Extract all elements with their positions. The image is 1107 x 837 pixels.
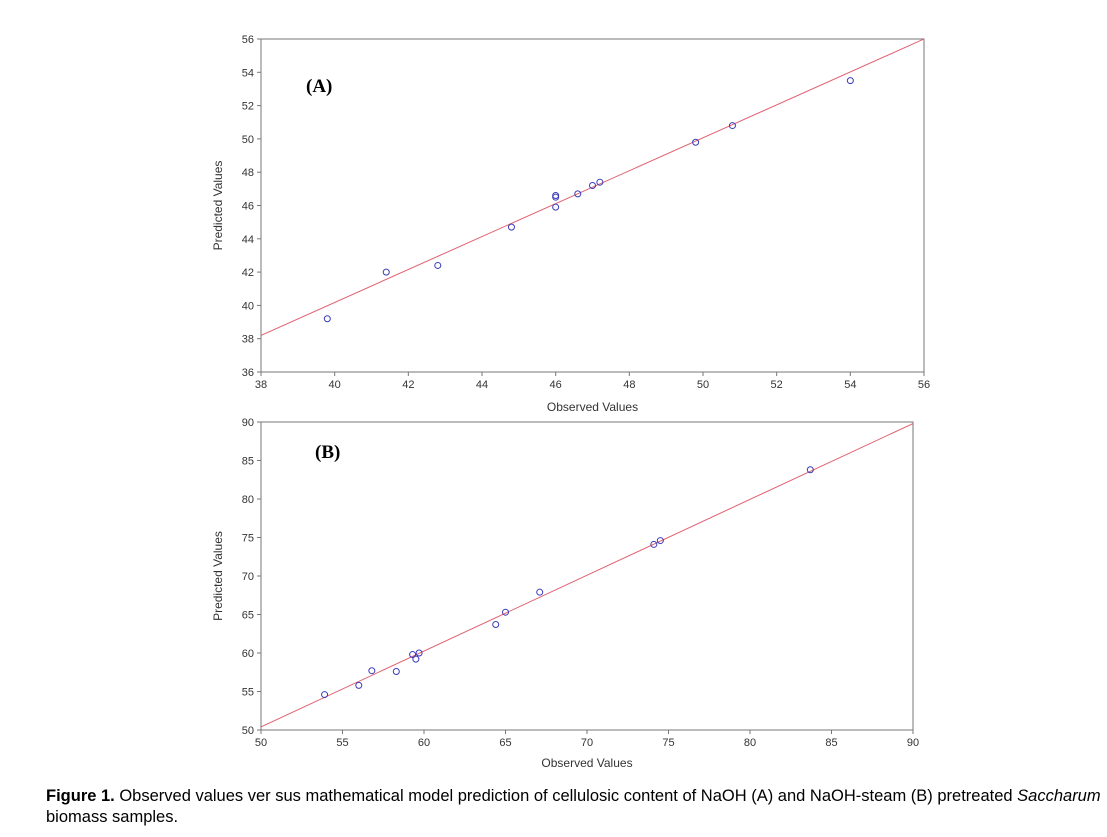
x-tick-label: 75	[662, 737, 674, 749]
y-tick-label: 75	[242, 533, 254, 545]
x-tick-label: 90	[907, 737, 919, 749]
data-point	[321, 691, 329, 699]
x-tick-label: 55	[336, 737, 348, 749]
y-tick-label: 55	[242, 687, 254, 699]
y-tick-label: 44	[242, 234, 254, 246]
y-tick-label: 65	[242, 610, 254, 622]
x-tick-label: 56	[918, 379, 930, 391]
data-point	[502, 608, 509, 616]
x-tick-label: 65	[499, 737, 511, 749]
y-tick-label: 60	[242, 648, 254, 660]
caption-label: Figure 1.	[46, 787, 115, 805]
x-tick-label: 50	[697, 379, 709, 391]
fit-line	[261, 423, 913, 728]
x-tick-label: 42	[402, 379, 414, 391]
y-tick-label: 54	[242, 67, 254, 79]
y-tick-label: 56	[242, 34, 254, 46]
y-tick-label: 46	[242, 201, 254, 213]
y-axis-title: Predicted Values	[211, 161, 225, 251]
data-point	[596, 178, 604, 186]
caption-italic: Saccharum	[1017, 787, 1101, 805]
data-point	[692, 138, 700, 146]
data-point	[806, 466, 814, 474]
data-point	[368, 667, 376, 675]
x-tick-label: 70	[581, 737, 593, 749]
data-point	[392, 667, 400, 675]
data-point	[355, 681, 363, 689]
y-tick-label: 42	[242, 267, 254, 279]
data-point	[728, 122, 736, 130]
data-point	[552, 203, 560, 211]
x-axis-title: Observed Values	[541, 756, 632, 770]
panel-a-chart: 38 40 42 44 46 48 50 52 54 5636384042444648505254…	[211, 34, 930, 414]
y-tick-label: 85	[242, 456, 254, 468]
y-tick-label: 48	[242, 167, 254, 179]
panel-label: (B)	[315, 442, 340, 463]
caption-text-2: biomass samples.	[46, 808, 179, 826]
data-point	[536, 588, 544, 596]
data-point	[650, 540, 658, 548]
y-tick-label: 38	[242, 334, 254, 346]
figure-caption: Figure 1. Observed values ver sus mathem…	[46, 786, 1106, 828]
x-tick-label: 54	[844, 379, 856, 391]
plot-frame	[260, 421, 914, 731]
y-tick-label: 50	[242, 134, 254, 146]
panel-label: (A)	[306, 76, 332, 97]
y-tick-label: 40	[242, 300, 254, 312]
data-point	[412, 655, 420, 663]
y-axis-title: Predicted Values	[211, 531, 225, 621]
y-tick-label: 52	[242, 101, 254, 113]
fit-line	[261, 39, 924, 336]
figure: 38 40 42 44 46 48 50 52 54 5636384042444648505254…	[211, 34, 930, 770]
data-point	[656, 537, 664, 545]
caption-text-1: Observed values ver sus mathematical mod…	[114, 787, 1018, 805]
y-tick-label: 70	[242, 571, 254, 583]
data-point	[507, 223, 515, 231]
data-point	[434, 261, 442, 269]
x-tick-label: 85	[825, 737, 837, 749]
panel-b-chart: 50 55 60 65 70 75 80 85 90 50 55 60 65 70 75 80 85 90 Obse…	[211, 417, 919, 770]
x-tick-label: 46	[550, 379, 562, 391]
data-point	[589, 182, 596, 190]
y-tick-label: 80	[242, 494, 254, 506]
data-point	[323, 315, 331, 323]
x-tick-label: 60	[418, 737, 430, 749]
data-point	[382, 268, 390, 276]
data-point	[409, 651, 417, 659]
x-tick-label: 38	[255, 379, 267, 391]
x-tick-label: 40	[329, 379, 341, 391]
x-tick-label: 48	[623, 379, 635, 391]
plot-frame	[260, 38, 925, 373]
y-tick-label: 36	[242, 367, 254, 379]
x-tick-label: 52	[771, 379, 783, 391]
data-point	[415, 649, 423, 657]
data-point	[492, 621, 500, 629]
x-tick-label: 44	[476, 379, 488, 391]
x-axis-title: Observed Values	[547, 400, 638, 414]
x-tick-label: 50	[255, 737, 267, 749]
data-point	[552, 192, 560, 200]
data-point	[574, 190, 582, 198]
y-tick-label: 50	[242, 725, 254, 737]
data-point	[846, 77, 854, 85]
x-tick-label: 80	[744, 737, 756, 749]
y-tick-label: 90	[242, 417, 254, 429]
